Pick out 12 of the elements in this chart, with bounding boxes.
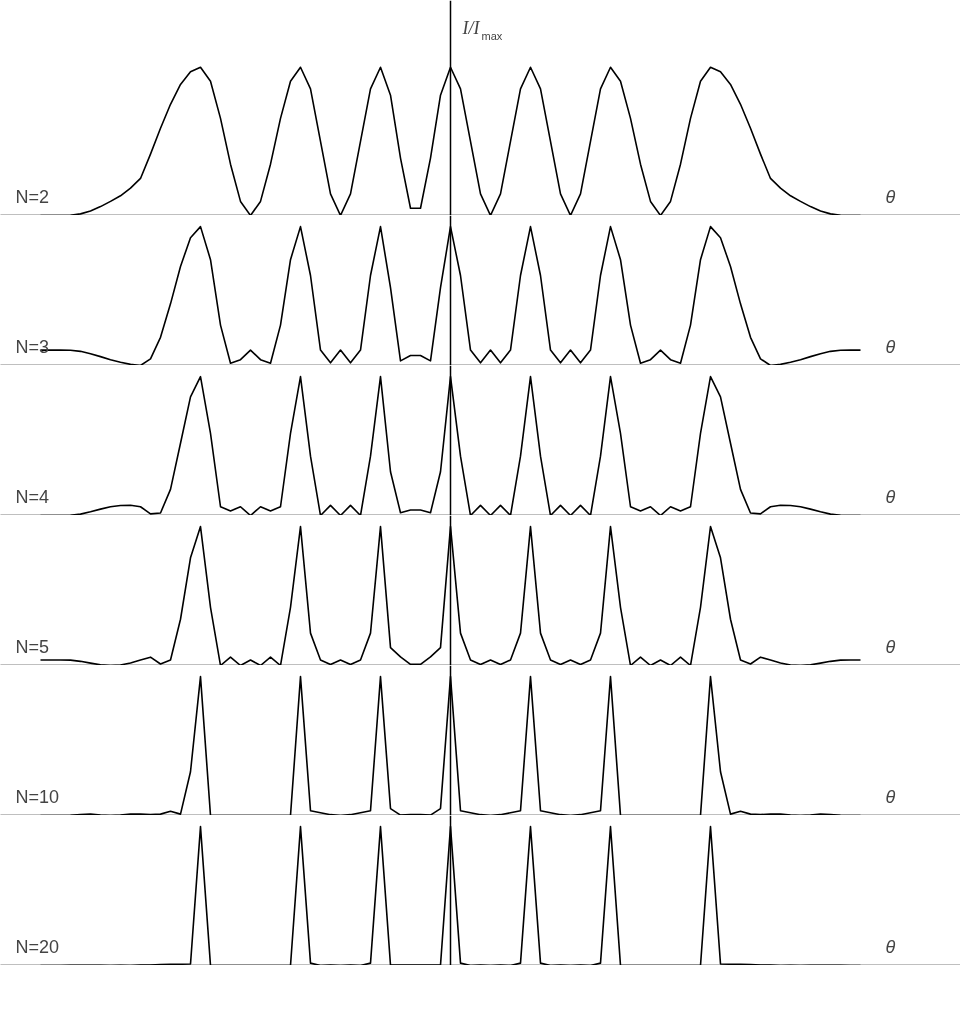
annotation: N=10: [15, 787, 60, 808]
annotation: N=3: [15, 337, 50, 358]
annotation: N=2: [15, 186, 50, 207]
x-axis-title: θ: [885, 637, 896, 658]
x-axis-title: θ: [885, 937, 896, 958]
x-axis-title: θ: [885, 337, 896, 358]
x-axis-title: θ: [885, 787, 896, 808]
annotation: N=20: [15, 937, 60, 958]
annotation: N=5: [15, 637, 50, 658]
annotation: N=4: [15, 487, 50, 508]
x-axis-title: θ: [885, 186, 896, 207]
x-axis-title: θ: [885, 487, 896, 508]
